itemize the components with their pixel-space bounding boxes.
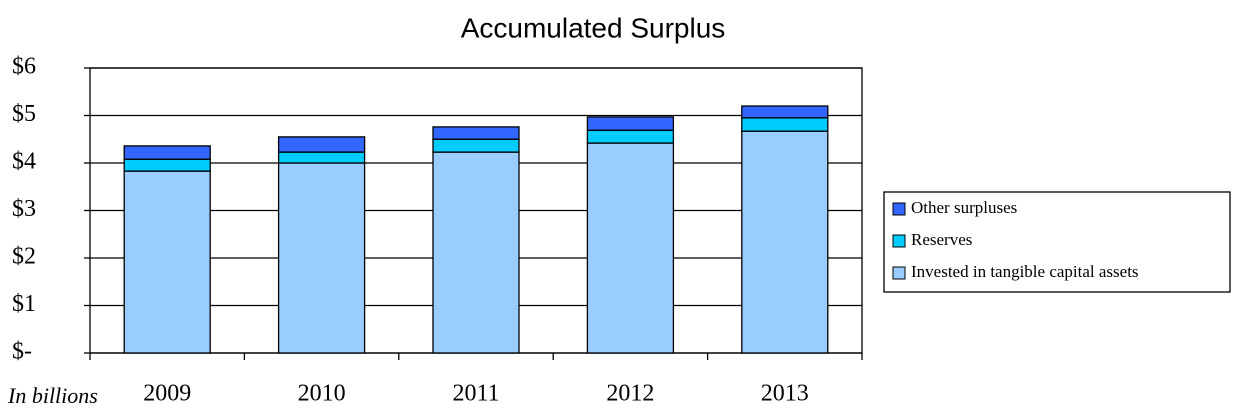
y-tick-label: $4 (12, 149, 36, 175)
bar-segment (741, 105, 829, 119)
y-tick-label: $3 (12, 196, 36, 222)
x-tick-label: 2009 (143, 381, 191, 407)
bar-segment (586, 142, 675, 354)
bar-segment (123, 158, 211, 172)
bar-segment (586, 116, 675, 131)
legend-swatch (892, 234, 906, 248)
chart-title: Accumulated Surplus (461, 12, 726, 43)
bar-segment (277, 136, 366, 153)
y-tick-label: $2 (12, 244, 36, 270)
bar-segment (123, 145, 211, 160)
x-tick-label: 2012 (606, 381, 654, 407)
bar-segment (277, 151, 366, 164)
annotation: In billions (7, 383, 98, 408)
x-tick-label: 2011 (452, 381, 499, 407)
y-tick-label: $6 (12, 54, 36, 80)
legend-swatch (892, 266, 906, 280)
legend-label: Invested in tangible capital assets (911, 262, 1139, 281)
bar-segment (432, 151, 520, 354)
y-tick-label: $1 (12, 291, 36, 317)
x-tick-label: 2010 (298, 381, 346, 407)
legend-label: Reserves (911, 230, 972, 249)
bar-segment (123, 170, 211, 354)
bar-segment (586, 129, 675, 144)
bar-segment (277, 162, 366, 354)
y-tick-label: $5 (12, 101, 36, 127)
y-tick-label: $- (12, 339, 32, 365)
bar-segment (741, 117, 829, 132)
legend-box (883, 191, 1231, 293)
legend-label: Other surpluses (911, 198, 1017, 217)
bar-segment (432, 126, 520, 140)
bar-segment (741, 130, 829, 354)
x-tick-label: 2013 (761, 381, 809, 407)
bar-segment (432, 138, 520, 153)
legend-swatch (892, 202, 906, 216)
